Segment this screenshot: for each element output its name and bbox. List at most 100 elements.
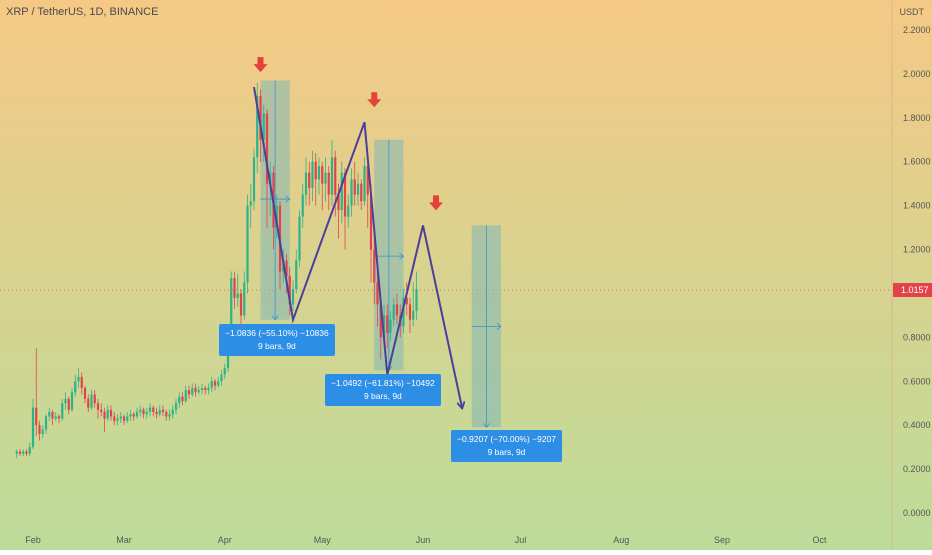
candle-body xyxy=(249,201,252,206)
candle-body xyxy=(87,398,90,408)
candle-body xyxy=(330,157,334,195)
candle-body xyxy=(83,387,87,399)
candle-body xyxy=(340,172,343,211)
measure-annotation-2[interactable]: −1.0492 (−61.81%) −10492 9 bars, 9d xyxy=(325,374,441,406)
candle-body xyxy=(405,297,408,305)
candle-body xyxy=(135,412,139,417)
candle-body xyxy=(38,425,41,434)
candle-body xyxy=(382,315,386,338)
x-tick-label: Mar xyxy=(116,535,132,545)
candle-body xyxy=(41,429,44,434)
peak-arrow-icon-3 xyxy=(429,195,443,211)
y-tick-label: 0.4000 xyxy=(903,420,931,430)
measure-annotation-1[interactable]: −1.0836 (−55.10%) −10836 9 bars, 9d xyxy=(219,324,335,356)
candle-body xyxy=(103,412,106,419)
candle-body xyxy=(61,403,64,419)
candle-body xyxy=(106,409,109,419)
candle-body xyxy=(360,183,363,202)
candle-body xyxy=(18,451,22,454)
candle-body xyxy=(223,368,226,375)
candle-body xyxy=(148,407,152,413)
candle-body xyxy=(28,447,31,454)
candle-body xyxy=(259,95,262,140)
candle-body xyxy=(347,205,350,217)
candle-body xyxy=(265,113,269,184)
candle-body xyxy=(386,315,389,333)
measure-annotation-3[interactable]: −0.9207 (−70.00%) −9207 9 bars, 9d xyxy=(451,430,563,462)
candle-body xyxy=(51,412,54,419)
candle-body xyxy=(363,166,366,202)
candle-body xyxy=(204,387,207,391)
candle-body xyxy=(168,414,171,417)
measure-annotation-1-bars: 9 bars, 9d xyxy=(257,341,296,351)
candle-body xyxy=(233,278,236,298)
candle-body xyxy=(15,451,18,454)
y-tick-label: 1.4000 xyxy=(903,201,931,211)
candle-body xyxy=(174,403,178,410)
candle-body xyxy=(119,416,122,419)
candle-body xyxy=(327,172,330,195)
candle-body xyxy=(22,451,25,454)
y-tick-label: 1.2000 xyxy=(903,245,931,255)
candle-body xyxy=(100,409,103,413)
candle-body xyxy=(402,297,405,327)
candle-body xyxy=(210,381,213,388)
candle-body xyxy=(356,183,360,195)
measure-box-down-arrow xyxy=(483,423,490,429)
candle-body xyxy=(295,260,298,290)
candle-body xyxy=(152,407,155,413)
candle-body xyxy=(194,387,197,393)
x-tick-label: Oct xyxy=(812,535,827,545)
candle-body xyxy=(80,376,83,388)
x-tick-label: Jun xyxy=(416,535,431,545)
peak-arrow-icon-1 xyxy=(253,57,268,73)
candle-body xyxy=(350,179,353,206)
candle-body xyxy=(236,293,239,298)
candle-body xyxy=(298,216,301,261)
candle-body xyxy=(389,319,392,333)
candle-body xyxy=(139,409,142,413)
candle-body xyxy=(304,172,308,195)
candle-body xyxy=(122,416,126,421)
current-price-label: 1.0157 xyxy=(901,285,929,295)
candle-body xyxy=(158,409,161,415)
candle-body xyxy=(308,172,311,189)
candle-body xyxy=(77,376,80,382)
x-tick-label: Apr xyxy=(218,535,232,545)
candle-body xyxy=(230,278,233,349)
y-tick-label: 1.8000 xyxy=(903,113,931,123)
x-tick-label: May xyxy=(314,535,332,545)
candle-body xyxy=(129,414,132,417)
measure-annotation-1-change: −1.0836 (−55.10%) −10836 xyxy=(225,328,329,338)
candle-body xyxy=(415,289,418,312)
candle-body xyxy=(252,157,256,202)
measure-annotation-2-bars: 9 bars, 9d xyxy=(363,391,402,401)
candle-body xyxy=(178,396,181,404)
candle-body xyxy=(291,289,295,305)
x-tick-label: Feb xyxy=(25,535,41,545)
candle-body xyxy=(324,172,327,184)
measure-annotation-3-bars: 9 bars, 9d xyxy=(487,447,526,457)
measure-box-arrow xyxy=(399,252,405,260)
candle-body xyxy=(256,95,259,158)
candle-body xyxy=(74,381,77,393)
candle-body xyxy=(161,409,165,413)
candle-body xyxy=(334,157,337,195)
symbol-title[interactable]: XRP / TetherUS, 1D, BINANCE xyxy=(6,6,159,18)
candle-body xyxy=(165,412,168,417)
candle-body xyxy=(337,194,340,211)
candle-body xyxy=(35,407,38,426)
candle-body xyxy=(96,403,100,410)
y-tick-label: 0.2000 xyxy=(903,464,931,474)
candle-body xyxy=(93,394,96,404)
currency-label[interactable]: USDT xyxy=(899,7,925,17)
y-tick-label: 0.6000 xyxy=(903,376,931,386)
measure-box-down-arrow xyxy=(271,315,279,321)
candle-body xyxy=(109,409,113,417)
measure-annotation-3-change: −0.9207 (−70.00%) −9207 xyxy=(457,434,557,444)
candle-body xyxy=(197,390,200,393)
candle-body xyxy=(31,407,35,448)
